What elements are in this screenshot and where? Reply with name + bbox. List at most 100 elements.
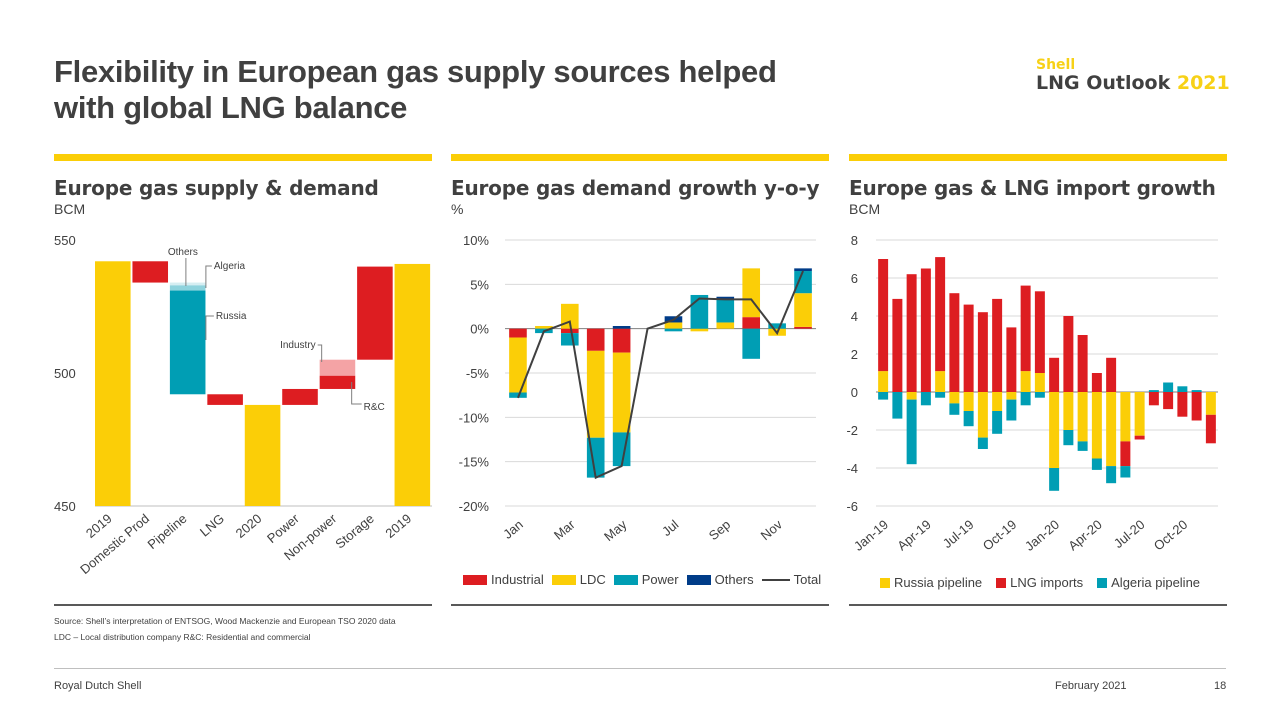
chart2-bar-industrial	[742, 317, 761, 329]
chart2-bar-industrial	[560, 328, 579, 334]
chart3-bar-segment	[1120, 441, 1131, 467]
legend-industrial-label: Industrial	[491, 572, 544, 587]
chart2-xtick-label: Sep	[706, 517, 733, 543]
chart3-bar-segment	[1205, 392, 1216, 415]
chart3-bar-segment	[1191, 392, 1202, 421]
chart3-ytick-label: 6	[851, 271, 858, 286]
chart3-bar-segment	[920, 268, 931, 392]
chart3-bar-segment	[1163, 382, 1174, 392]
legend-power-swatch	[613, 574, 638, 585]
chart2-bar-ldc	[509, 337, 527, 393]
legend-russia: Russia pipeline	[880, 575, 982, 590]
chart1-ytick-label: 550	[54, 233, 76, 248]
legend-industrial: Industrial	[463, 572, 544, 587]
chart3-bar-segment	[878, 259, 889, 372]
chart3-bar-segment	[1006, 399, 1017, 421]
chart2-bar-industrial	[794, 326, 812, 329]
chart1-bar-segment	[169, 290, 206, 395]
legend-russia-label: Russia pipeline	[894, 575, 983, 590]
chart2-ytick-label: -10%	[459, 410, 490, 425]
chart3-bar-segment	[935, 371, 946, 392]
chart3-bar-segment	[1034, 373, 1045, 392]
legend-lng: LNG imports	[996, 575, 1083, 590]
chart1-bar-segment	[319, 375, 356, 389]
chart3-bar-segment	[878, 371, 889, 392]
chart3-bar-segment	[1148, 392, 1159, 406]
chart3-bar-segment	[992, 392, 1003, 411]
chart2-bar-others	[612, 326, 631, 329]
chart3-bar-segment	[1134, 435, 1145, 440]
chart1-bar	[244, 404, 281, 506]
panel1-bottom-rule	[54, 604, 432, 606]
chart3-bar-segment	[906, 399, 917, 465]
chart3-bar-segment	[1091, 458, 1102, 470]
legend-total: Total	[761, 572, 822, 587]
chart3-bar-segment	[1063, 430, 1074, 446]
panel3-unit: BCM	[849, 201, 881, 217]
chart3-legend: Russia pipeline LNG imports Algeria pipe…	[880, 575, 1208, 590]
chart2-ytick-label: -20%	[459, 499, 490, 514]
chart3-bar-segment	[1020, 392, 1031, 406]
chart3-bar-segment	[1177, 386, 1188, 392]
chart3-bar-segment	[1077, 335, 1088, 392]
chart2-bar-ldc	[716, 322, 735, 329]
chart3-bar-segment	[1134, 392, 1145, 436]
chart1-xtick-label: 2019	[83, 511, 115, 541]
legend-power-label: Power	[641, 572, 679, 587]
chart3-bar-segment	[1063, 392, 1074, 430]
chart3-ytick-label: 8	[851, 233, 858, 248]
chart1-bar	[394, 263, 431, 506]
chart2-bar-ldc	[742, 268, 761, 318]
chart3-bar-segment	[1020, 371, 1031, 392]
panel3-accent-bar	[849, 154, 1227, 161]
chart1-bar-segment	[169, 282, 206, 286]
chart2-xtick-label: Jan	[500, 517, 526, 542]
chart3-bar-segment	[1163, 392, 1174, 410]
chart2-bar-power	[690, 294, 709, 329]
chart1-annotation-rc: R&C	[364, 402, 385, 413]
chart2-bar-power	[716, 298, 735, 323]
chart3-bar-segment	[1120, 392, 1131, 442]
chart2-bar-industrial	[612, 328, 631, 353]
chart3-xtick-label: Jul-20	[1111, 517, 1148, 551]
chart3-bar-segment	[935, 392, 946, 398]
chart1-bar	[282, 388, 318, 405]
legend-total-label: Total	[793, 572, 822, 587]
chart3-xtick-label: Oct-19	[980, 517, 1020, 554]
chart1-xtick-label: 2019	[382, 511, 414, 541]
chart3-bar-segment	[949, 293, 960, 392]
legend-algeria-label: Algeria pipeline	[1111, 575, 1201, 590]
chart3-bar-segment	[1049, 468, 1060, 491]
chart1-xtick-label: Storage	[332, 511, 377, 552]
chart3-bar-segment	[1205, 414, 1216, 444]
brand-line: LNG Outlook 2021	[1036, 72, 1230, 94]
legend-others-label: Others	[714, 572, 754, 587]
legend-total-line	[761, 578, 790, 581]
legend-others-swatch	[686, 574, 711, 585]
chart3-bar-segment	[920, 392, 931, 406]
chart1-annotation-russia: Russia	[216, 311, 247, 322]
panel1-unit: BCM	[54, 201, 86, 217]
chart3-xtick-label: Jan-19	[851, 517, 891, 554]
chart1-annotation-algeria: Algeria	[214, 261, 246, 272]
chart3-bar-segment	[1106, 392, 1117, 467]
chart3-xtick-label: Jan-20	[1022, 517, 1062, 554]
chart3-ytick-label: 2	[851, 347, 858, 362]
chart3-bar-segment	[1091, 373, 1102, 392]
chart3-bar-segment	[1020, 285, 1031, 372]
chart1-bar	[95, 261, 131, 506]
chart2-bar-power	[560, 333, 579, 346]
chart3-ytick-label: 4	[851, 309, 858, 324]
chart3-bar-segment	[1191, 390, 1202, 392]
legend-lng-swatch	[996, 577, 1007, 588]
footer-company: Royal Dutch Shell	[54, 680, 142, 692]
chart3-bar-segment	[1120, 466, 1131, 478]
chart3-xtick-label: Jul-19	[940, 517, 977, 551]
chart3-bar-segment	[1034, 392, 1045, 398]
chart2-bar-power	[664, 328, 683, 332]
chart3-bar-segment	[906, 392, 917, 400]
brand-name: LNG Outlook	[1036, 72, 1171, 94]
chart3-bar-segment	[977, 392, 988, 438]
legend-power: Power	[613, 572, 679, 587]
